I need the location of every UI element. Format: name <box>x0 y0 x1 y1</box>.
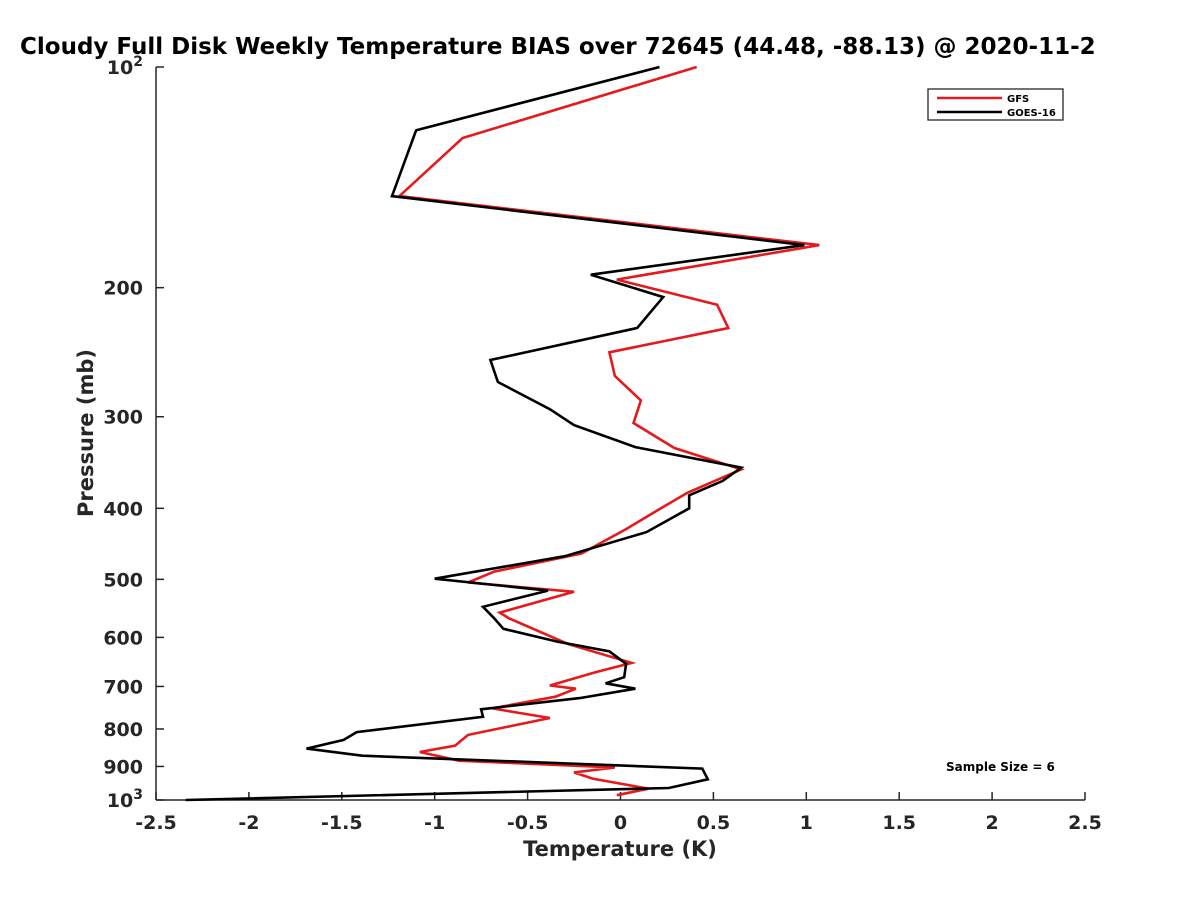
chart-title: Cloudy Full Disk Weekly Temperature BIAS… <box>20 34 1096 60</box>
x-tick-label: -0.5 <box>507 812 549 834</box>
y-tick-label: 700 <box>103 676 143 698</box>
legend-label: GOES-16 <box>1007 108 1056 119</box>
x-axis-label: Temperature (K) <box>523 837 717 861</box>
legend-box <box>927 88 1064 121</box>
legend-entries: GFS GOES-16 <box>937 94 1056 119</box>
y-tick-label: 102 <box>107 54 143 79</box>
y-tick-label: 800 <box>103 719 143 741</box>
series-line-goes-16 <box>185 65 805 802</box>
y-tick-label: 900 <box>103 756 143 778</box>
x-tick-label: 0.5 <box>697 812 731 834</box>
sample-size-annotation: Sample Size = 6 <box>946 760 1055 774</box>
x-tick-label: 2 <box>985 812 998 834</box>
legend-label: GFS <box>1007 94 1029 105</box>
y-tick-label: 200 <box>103 278 143 300</box>
y-tick-label: 500 <box>103 569 143 591</box>
x-tick-label: -2 <box>238 812 259 834</box>
y-tick-exponent: 2 <box>133 54 143 70</box>
legend: GFS GOES-16 <box>927 88 1064 121</box>
y-axis-label: Pressure (mb) <box>74 349 98 517</box>
x-tick-label: 1.5 <box>882 812 916 834</box>
series-line-gfs <box>396 65 820 797</box>
x-tick-label: -1.5 <box>321 812 363 834</box>
x-axis-ticks: -2.5 -2 -1.5 -1 -0.5 0 0.5 1 1.5 2 2.5 <box>135 792 1102 834</box>
y-tick-label: 400 <box>103 498 143 520</box>
x-tick-label: 1 <box>800 812 813 834</box>
plot-area: -2.5 -2 -1.5 -1 -0.5 0 0.5 1 1.5 2 2.5 10220030040… <box>103 54 1102 834</box>
y-tick-exponent: 3 <box>133 787 143 803</box>
y-tick-label: 300 <box>103 407 143 429</box>
y-tick-label: 103 <box>107 787 143 812</box>
x-tick-label: -1 <box>424 812 445 834</box>
y-tick-label: 600 <box>103 627 143 649</box>
x-tick-label: -2.5 <box>135 812 177 834</box>
y-tick-base: 10 <box>107 790 133 812</box>
y-tick-base: 10 <box>107 57 133 79</box>
x-tick-label: 0 <box>614 812 627 834</box>
series-layer <box>185 65 820 802</box>
x-tick-label: 2.5 <box>1068 812 1102 834</box>
